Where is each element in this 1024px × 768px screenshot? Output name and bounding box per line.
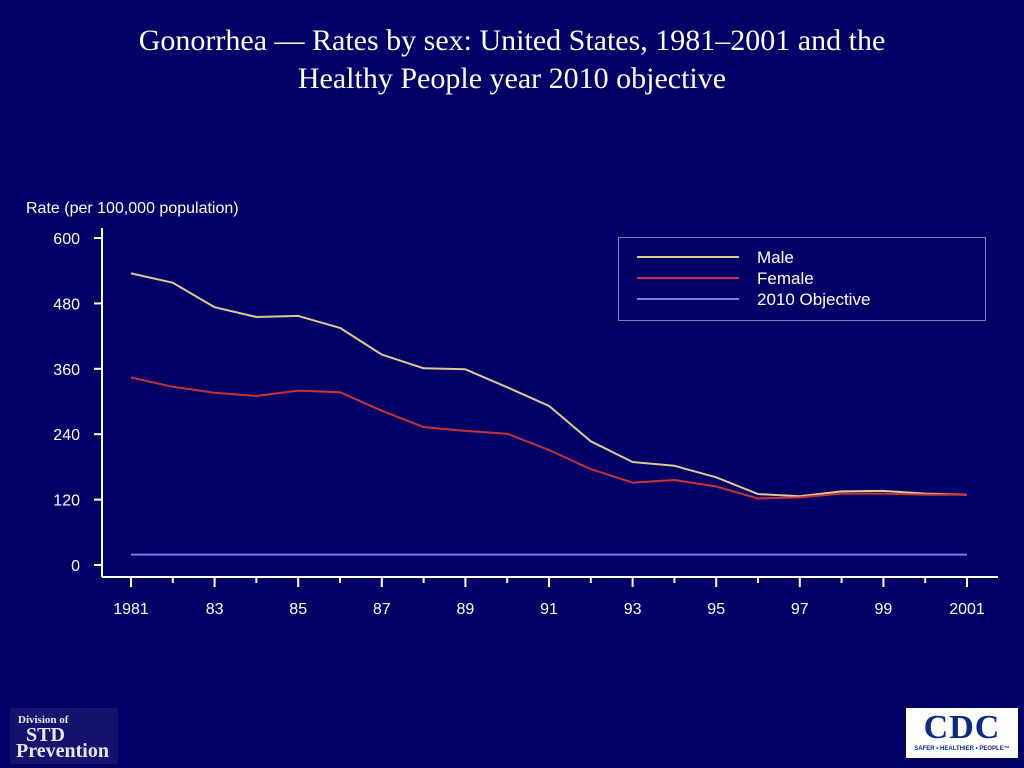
legend-item-male: Male: [637, 247, 977, 268]
x-tick-label: 1981: [113, 601, 149, 618]
slide-title: Gonorrhea — Rates by sex: United States,…: [60, 22, 964, 98]
y-tick-label: 360: [53, 362, 80, 379]
x-tick-label: 97: [791, 601, 809, 618]
std-logo-line3: Prevention: [16, 740, 109, 762]
legend-label-female: Female: [757, 269, 814, 288]
y-axis-label: Rate (per 100,000 population): [26, 200, 239, 217]
cdc-logo: CDC SAFER • HEALTHIER • PEOPLE™: [906, 708, 1018, 758]
x-tick-label: 2001: [949, 601, 985, 618]
y-tick-label: 0: [71, 558, 80, 575]
y-tick-label: 600: [53, 231, 80, 248]
x-tick-label: 93: [624, 601, 642, 618]
x-tick-label: 91: [540, 601, 558, 618]
y-tick-label: 480: [53, 296, 80, 313]
x-tick-label: 87: [373, 601, 391, 618]
legend-swatch-2010-objective: [637, 298, 739, 300]
x-tick-label: 99: [875, 601, 893, 618]
x-tick-label: 85: [289, 601, 307, 618]
legend-label-2010-objective: 2010 Objective: [757, 290, 871, 309]
cdc-logo-tagline: SAFER • HEALTHIER • PEOPLE™: [914, 746, 1010, 752]
y-tick-label: 120: [53, 493, 80, 510]
series-line-female: [130, 376, 967, 500]
std-prevention-logo: Division of STD Prevention: [10, 708, 118, 764]
legend-item-2010-objective: 2010 Objective: [637, 289, 977, 310]
legend-item-female: Female: [637, 268, 977, 289]
legend-swatch-male: [637, 256, 739, 258]
slide-title-line1: Gonorrhea — Rates by sex: United States,…: [138, 24, 886, 57]
series-line-male: [130, 272, 968, 498]
slide-title-line2: Healthy People year 2010 objective: [297, 62, 727, 95]
x-tick-label: 89: [457, 601, 475, 618]
std-logo-line1: Division of: [18, 714, 69, 726]
x-tick-label: 95: [707, 601, 725, 618]
x-tick-label: 83: [206, 601, 224, 618]
chart-legend: Male Female 2010 Objective: [618, 237, 986, 321]
cdc-logo-text: CDC: [923, 709, 1001, 746]
legend-label-male: Male: [757, 248, 794, 267]
std-logo-line2: STD: [26, 724, 65, 746]
y-tick-label: 240: [53, 427, 80, 444]
legend-swatch-female: [637, 277, 739, 279]
